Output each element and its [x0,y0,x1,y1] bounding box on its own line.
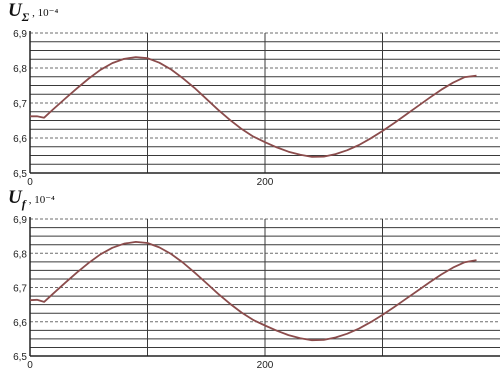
top-label-multiplier: , 10⁻⁴ [32,7,59,19]
bottom-y-tick-label: 6,5 [13,352,27,363]
bottom-series-line [29,240,477,342]
bottom-y-tick-label: 6,8 [13,249,27,260]
top-label-subscript: Σ [21,10,30,24]
top-y-tick-label: 6,5 [13,169,27,180]
bottom-label-multiplier: , 10⁻⁴ [28,194,55,206]
top-x-tick-label: 200 [257,177,274,188]
bottom-x-tick-label: 200 [257,360,274,371]
bottom-y-tick-label: 6,9 [13,215,27,226]
top-label-symbol: U [8,0,22,21]
top-y-tick-label: 6,8 [13,64,27,75]
top-panel-label: UΣ, 10⁻⁴ [8,0,59,24]
bottom-x-tick-label: 0 [27,360,33,371]
top-y-tick-label: 6,9 [13,29,27,40]
bottom-panel-label: Uf, 10⁻⁴ [8,187,55,211]
top-y-tick-label: 6,6 [13,134,27,145]
bottom-y-tick-label: 6,7 [13,284,27,295]
top-y-tick-label: 6,7 [13,99,27,110]
bottom-label-symbol: U [8,187,22,208]
top-series-line [30,56,477,158]
bottom-label-subscript: f [21,197,26,211]
top-x-tick-label: 0 [27,177,33,188]
bottom-y-tick-label: 6,6 [13,318,27,329]
